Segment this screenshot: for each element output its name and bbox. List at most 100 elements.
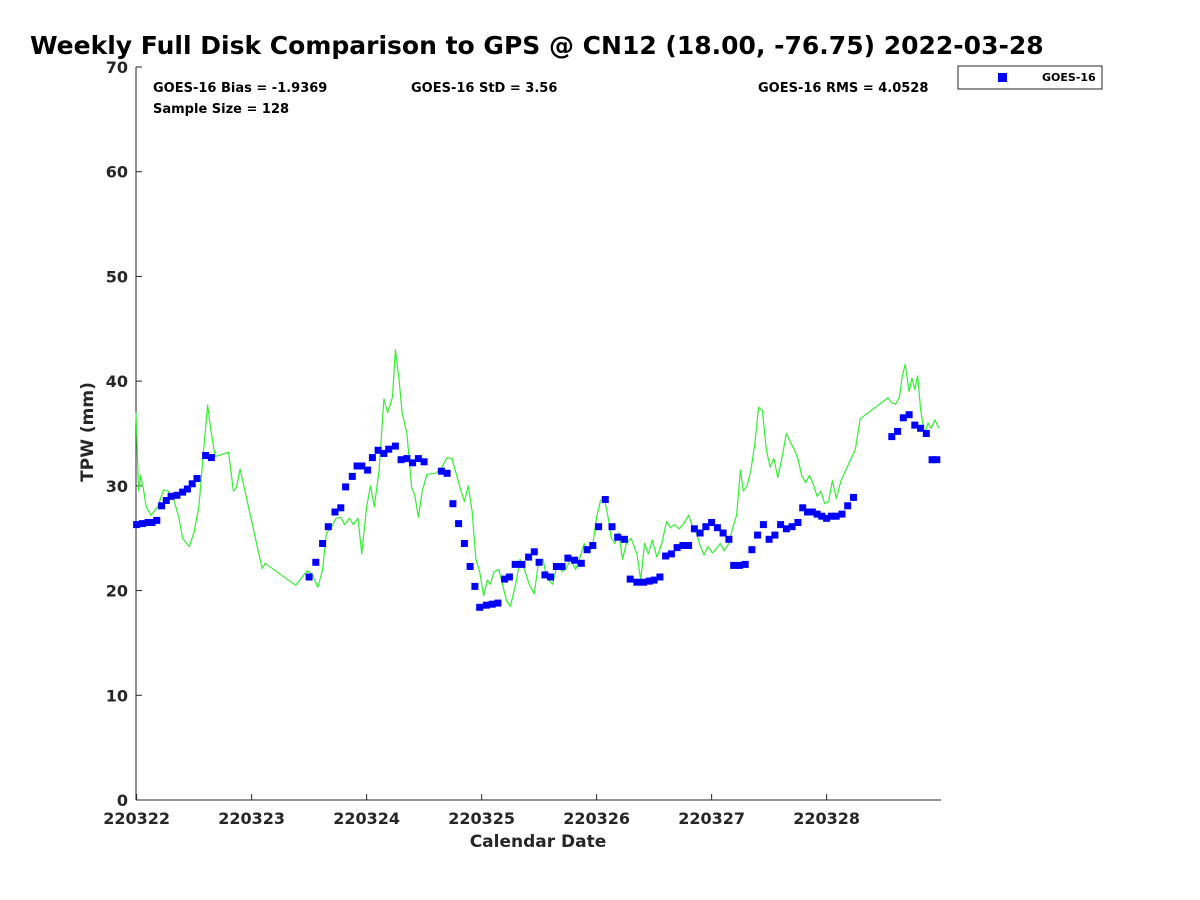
- goes16-point: [614, 533, 622, 541]
- goes16-point: [162, 497, 170, 504]
- goes16-point: [525, 553, 533, 561]
- goes16-point: [443, 469, 451, 477]
- sample-size-annotation: Sample Size = 128: [153, 102, 289, 117]
- y-tick-label: 40: [106, 372, 128, 391]
- goes16-point: [494, 599, 502, 607]
- goes16-point: [827, 512, 835, 520]
- goes16-point: [558, 563, 566, 570]
- goes16-point: [148, 519, 156, 526]
- goes16-point: [547, 573, 555, 581]
- goes16-point: [397, 456, 405, 464]
- goes16-point: [353, 462, 361, 470]
- goes16-point: [808, 508, 816, 516]
- goes16-point: [888, 433, 896, 441]
- goes16-point: [713, 524, 721, 532]
- goes16-point: [337, 504, 345, 512]
- y-axis-label: TPW (mm): [78, 382, 98, 482]
- goes16-point: [794, 519, 802, 526]
- goes16-point: [158, 502, 166, 510]
- y-axis-ticks: 0 10 20 30 40 50 60 70: [106, 58, 142, 810]
- x-axis-label: Calendar Date: [470, 832, 607, 852]
- goes16-point: [167, 492, 175, 500]
- goes16-point: [358, 462, 366, 470]
- goes16-point: [650, 576, 658, 584]
- goes16-point: [518, 560, 526, 568]
- goes16-point: [673, 544, 681, 552]
- goes16-point: [342, 483, 350, 491]
- goes16-point: [662, 552, 670, 560]
- goes16-point: [719, 529, 727, 537]
- goes16-point: [179, 488, 187, 496]
- goes16-point: [535, 558, 543, 566]
- legend-box: [957, 65, 1103, 90]
- goes16-point: [409, 459, 417, 467]
- y-tick-label: 20: [106, 582, 128, 601]
- y-tick-label: 0: [117, 791, 128, 810]
- goes16-point: [482, 601, 490, 609]
- goes16-point: [777, 521, 785, 529]
- goes16-point: [488, 600, 496, 608]
- goes16-point: [501, 575, 509, 583]
- goes16-point: [771, 531, 779, 539]
- goes16-point: [823, 514, 831, 522]
- goes16-point: [595, 523, 603, 531]
- goes16-point: [640, 578, 648, 586]
- goes16-point: [645, 577, 653, 585]
- goes16-point: [601, 496, 609, 503]
- x-tick-label: 220323: [218, 809, 285, 828]
- goes16-point: [838, 510, 846, 518]
- goes16-point: [656, 573, 664, 581]
- x-tick-label: 220322: [103, 809, 170, 828]
- goes16-point: [818, 512, 826, 520]
- goes16-point: [583, 546, 591, 554]
- goes16-point: [702, 523, 710, 531]
- goes16-point: [414, 455, 422, 463]
- goes16-point: [748, 546, 756, 554]
- x-tick-label: 220324: [333, 809, 400, 828]
- goes16-point: [917, 424, 925, 432]
- goes16-point: [144, 519, 152, 526]
- goes16-point: [813, 510, 821, 518]
- bias-annotation: GOES-16 Bias = -1.9369: [153, 81, 327, 96]
- goes16-point: [541, 571, 549, 579]
- goes16-point: [844, 502, 852, 510]
- goes16-point: [911, 421, 919, 429]
- goes16-point: [730, 561, 738, 569]
- goes16-point: [455, 520, 463, 528]
- goes16-point: [364, 466, 372, 474]
- x-tick-label: 220327: [678, 809, 745, 828]
- goes16-point: [374, 446, 382, 454]
- gps-series: [135, 349, 940, 607]
- goes16-point: [530, 548, 538, 556]
- y-tick-label: 70: [106, 58, 128, 77]
- goes16-point: [552, 563, 560, 570]
- x-axis-ticks: 220322 220323 220324 220325 220326 220327 2203…: [103, 794, 860, 828]
- goes16-point: [759, 521, 767, 529]
- goes16-point: [850, 493, 857, 501]
- goes16-point: [933, 456, 941, 464]
- goes16-point: [620, 535, 628, 543]
- goes16-point: [437, 467, 445, 475]
- rms-annotation: GOES-16 RMS = 4.0528: [758, 81, 928, 96]
- chart-title: Weekly Full Disk Comparison to GPS @ CN1…: [30, 31, 1044, 60]
- goes16-point: [799, 504, 807, 512]
- goes16-point: [348, 472, 356, 480]
- goes16-point: [894, 427, 902, 435]
- goes16-point: [368, 454, 376, 462]
- goes16-point: [571, 556, 579, 564]
- goes16-point: [735, 561, 743, 569]
- goes16-point: [449, 500, 457, 508]
- x-tick-label: 220326: [563, 809, 630, 828]
- goes16-point: [690, 525, 698, 533]
- goes16-point: [324, 523, 332, 531]
- goes16-point: [589, 542, 597, 549]
- goes16-point: [696, 529, 704, 537]
- goes16-point: [331, 508, 339, 516]
- legend: GOES-16: [957, 65, 1103, 90]
- goes16-point: [754, 531, 762, 539]
- goes16-point: [564, 554, 572, 562]
- goes16-point: [626, 575, 634, 583]
- goes16-point: [202, 452, 210, 459]
- goes16-point: [788, 523, 796, 531]
- y-tick-label: 10: [106, 686, 128, 705]
